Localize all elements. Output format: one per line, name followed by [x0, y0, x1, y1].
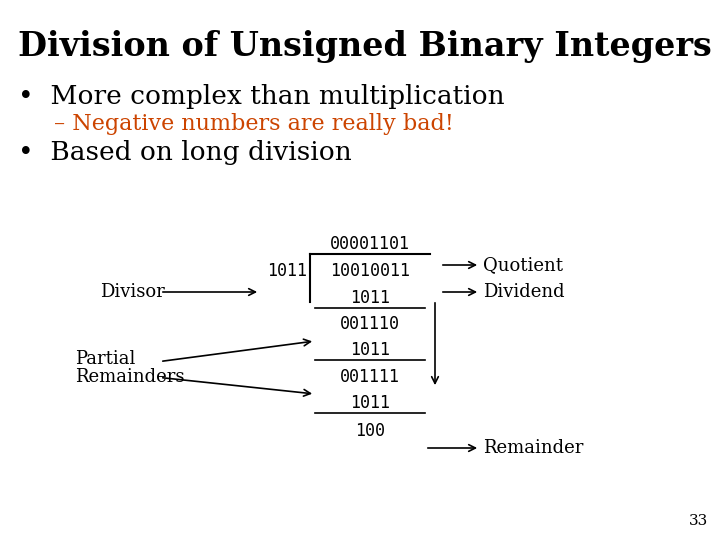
Text: – Negative numbers are really bad!: – Negative numbers are really bad!	[54, 113, 454, 136]
Text: Dividend: Dividend	[483, 283, 564, 301]
Text: 1011: 1011	[350, 289, 390, 307]
Text: Remainders: Remainders	[75, 368, 184, 387]
Text: 001111: 001111	[340, 368, 400, 386]
Text: Partial: Partial	[75, 350, 135, 368]
Text: 1011: 1011	[350, 341, 390, 359]
Text: Remainder: Remainder	[483, 439, 583, 457]
Text: 001110: 001110	[340, 315, 400, 333]
Text: Division of Unsigned Binary Integers: Division of Unsigned Binary Integers	[18, 30, 712, 63]
Text: 00001101: 00001101	[330, 235, 410, 253]
Text: •  More complex than multiplication: • More complex than multiplication	[18, 84, 505, 109]
Text: 1011: 1011	[267, 262, 307, 280]
Text: Quotient: Quotient	[483, 256, 563, 274]
Text: 10010011: 10010011	[330, 262, 410, 280]
Text: Divisor: Divisor	[100, 283, 165, 301]
Text: •  Based on long division: • Based on long division	[18, 140, 352, 165]
Text: 33: 33	[689, 514, 708, 528]
Text: 100: 100	[355, 422, 385, 440]
Text: 1011: 1011	[350, 394, 390, 412]
